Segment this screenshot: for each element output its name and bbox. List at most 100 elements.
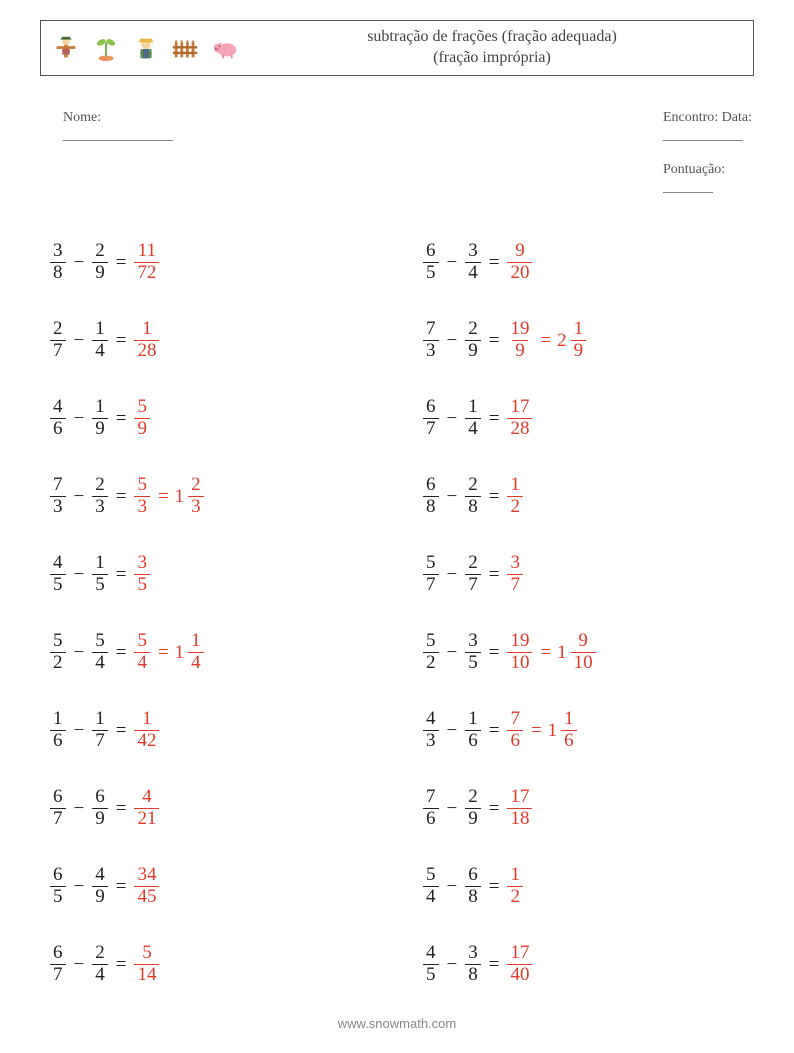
fraction: 128 [134, 319, 159, 362]
minus-op: − [447, 876, 458, 898]
numerator: 4 [50, 553, 66, 574]
numerator: 6 [465, 865, 481, 886]
minus-op: − [447, 954, 458, 976]
fraction: 29 [465, 319, 481, 362]
numerator: 6 [423, 475, 439, 496]
fraction: 53 [134, 475, 150, 518]
denominator: 9 [465, 340, 481, 362]
fraction: 28 [465, 475, 481, 518]
fraction: 76 [507, 709, 523, 752]
denominator: 9 [92, 886, 108, 908]
numerator: 5 [134, 631, 150, 652]
denominator: 7 [50, 964, 66, 986]
equals-op: = [158, 486, 169, 508]
answer: 12 [505, 475, 525, 518]
numerator: 4 [50, 397, 66, 418]
minus-op: − [447, 564, 458, 586]
denominator: 7 [50, 340, 66, 362]
fraction: 76 [423, 787, 439, 830]
farmer-icon [131, 33, 161, 63]
score-label: Pontuação: [663, 162, 725, 177]
fraction: 65 [50, 865, 66, 908]
answer: 76 [505, 709, 525, 752]
denominator: 9 [571, 340, 587, 362]
denominator: 8 [465, 886, 481, 908]
numerator: 2 [92, 943, 108, 964]
denominator: 2 [423, 652, 439, 674]
numerator: 6 [423, 241, 439, 262]
fraction: 16 [561, 709, 577, 752]
problem: 46−19=59 [48, 394, 381, 444]
fraction: 1718 [507, 787, 532, 830]
date-blank[interactable] [663, 126, 743, 141]
denominator: 7 [507, 574, 523, 596]
fraction: 67 [50, 787, 66, 830]
denominator: 8 [423, 496, 439, 518]
equals-op: = [116, 408, 127, 430]
denominator: 4 [92, 340, 108, 362]
minus-op: − [74, 798, 85, 820]
numerator: 4 [423, 709, 439, 730]
denominator: 9 [92, 808, 108, 830]
fraction: 3445 [134, 865, 159, 908]
problem: 67−24=514 [48, 940, 381, 990]
denominator: 3 [134, 496, 150, 518]
numerator: 3 [507, 553, 523, 574]
numerator: 1 [139, 319, 155, 340]
denominator: 7 [423, 574, 439, 596]
mixed-number: 219 [557, 319, 588, 362]
problem: 45−38=1740 [421, 940, 754, 990]
numerator: 5 [423, 553, 439, 574]
numerator: 1 [92, 397, 108, 418]
fraction: 199 [507, 319, 532, 362]
fraction: 54 [92, 631, 108, 674]
denominator: 45 [134, 886, 159, 908]
fraction: 43 [423, 709, 439, 752]
minus-op: − [74, 720, 85, 742]
denominator: 7 [423, 418, 439, 440]
numerator: 5 [134, 397, 150, 418]
name-blank[interactable] [63, 126, 173, 141]
sprout-icon [91, 33, 121, 63]
problem: 67−14=1728 [421, 394, 754, 444]
score-blank[interactable] [663, 178, 713, 193]
footer-text: www.snowmath.com [338, 1016, 456, 1031]
numerator: 1 [571, 319, 587, 340]
fraction: 38 [50, 241, 66, 284]
problem: 73−29=199=219 [421, 316, 754, 366]
denominator: 5 [465, 652, 481, 674]
answer: 12 [505, 865, 525, 908]
problem: 65−34=920 [421, 238, 754, 288]
denominator: 4 [423, 886, 439, 908]
fraction: 52 [50, 631, 66, 674]
pig-icon [211, 33, 241, 63]
numerator: 1 [561, 709, 577, 730]
minus-op: − [74, 642, 85, 664]
fraction: 68 [423, 475, 439, 518]
fraction: 19 [571, 319, 587, 362]
name-field: Nome: [42, 94, 173, 214]
numerator: 3 [50, 241, 66, 262]
denominator: 3 [423, 340, 439, 362]
whole-part: 1 [175, 642, 185, 664]
answer: 199 [505, 319, 534, 362]
equals-op: = [489, 798, 500, 820]
fraction: 29 [465, 787, 481, 830]
numerator: 11 [135, 241, 159, 262]
problem: 45−15=35 [48, 550, 381, 600]
fraction: 67 [50, 943, 66, 986]
fraction: 67 [423, 397, 439, 440]
denominator: 6 [561, 730, 577, 752]
numerator: 1 [139, 709, 155, 730]
fraction: 24 [92, 943, 108, 986]
numerator: 1 [92, 553, 108, 574]
denominator: 6 [50, 730, 66, 752]
problem: 57−27=37 [421, 550, 754, 600]
fraction: 27 [465, 553, 481, 596]
numerator: 7 [423, 319, 439, 340]
fraction: 15 [92, 553, 108, 596]
problems-grid: 38−29=117265−34=92027−14=12873−29=199=21… [40, 238, 754, 990]
equals-op: = [489, 876, 500, 898]
equals-op: = [489, 642, 500, 664]
numerator: 9 [512, 241, 528, 262]
